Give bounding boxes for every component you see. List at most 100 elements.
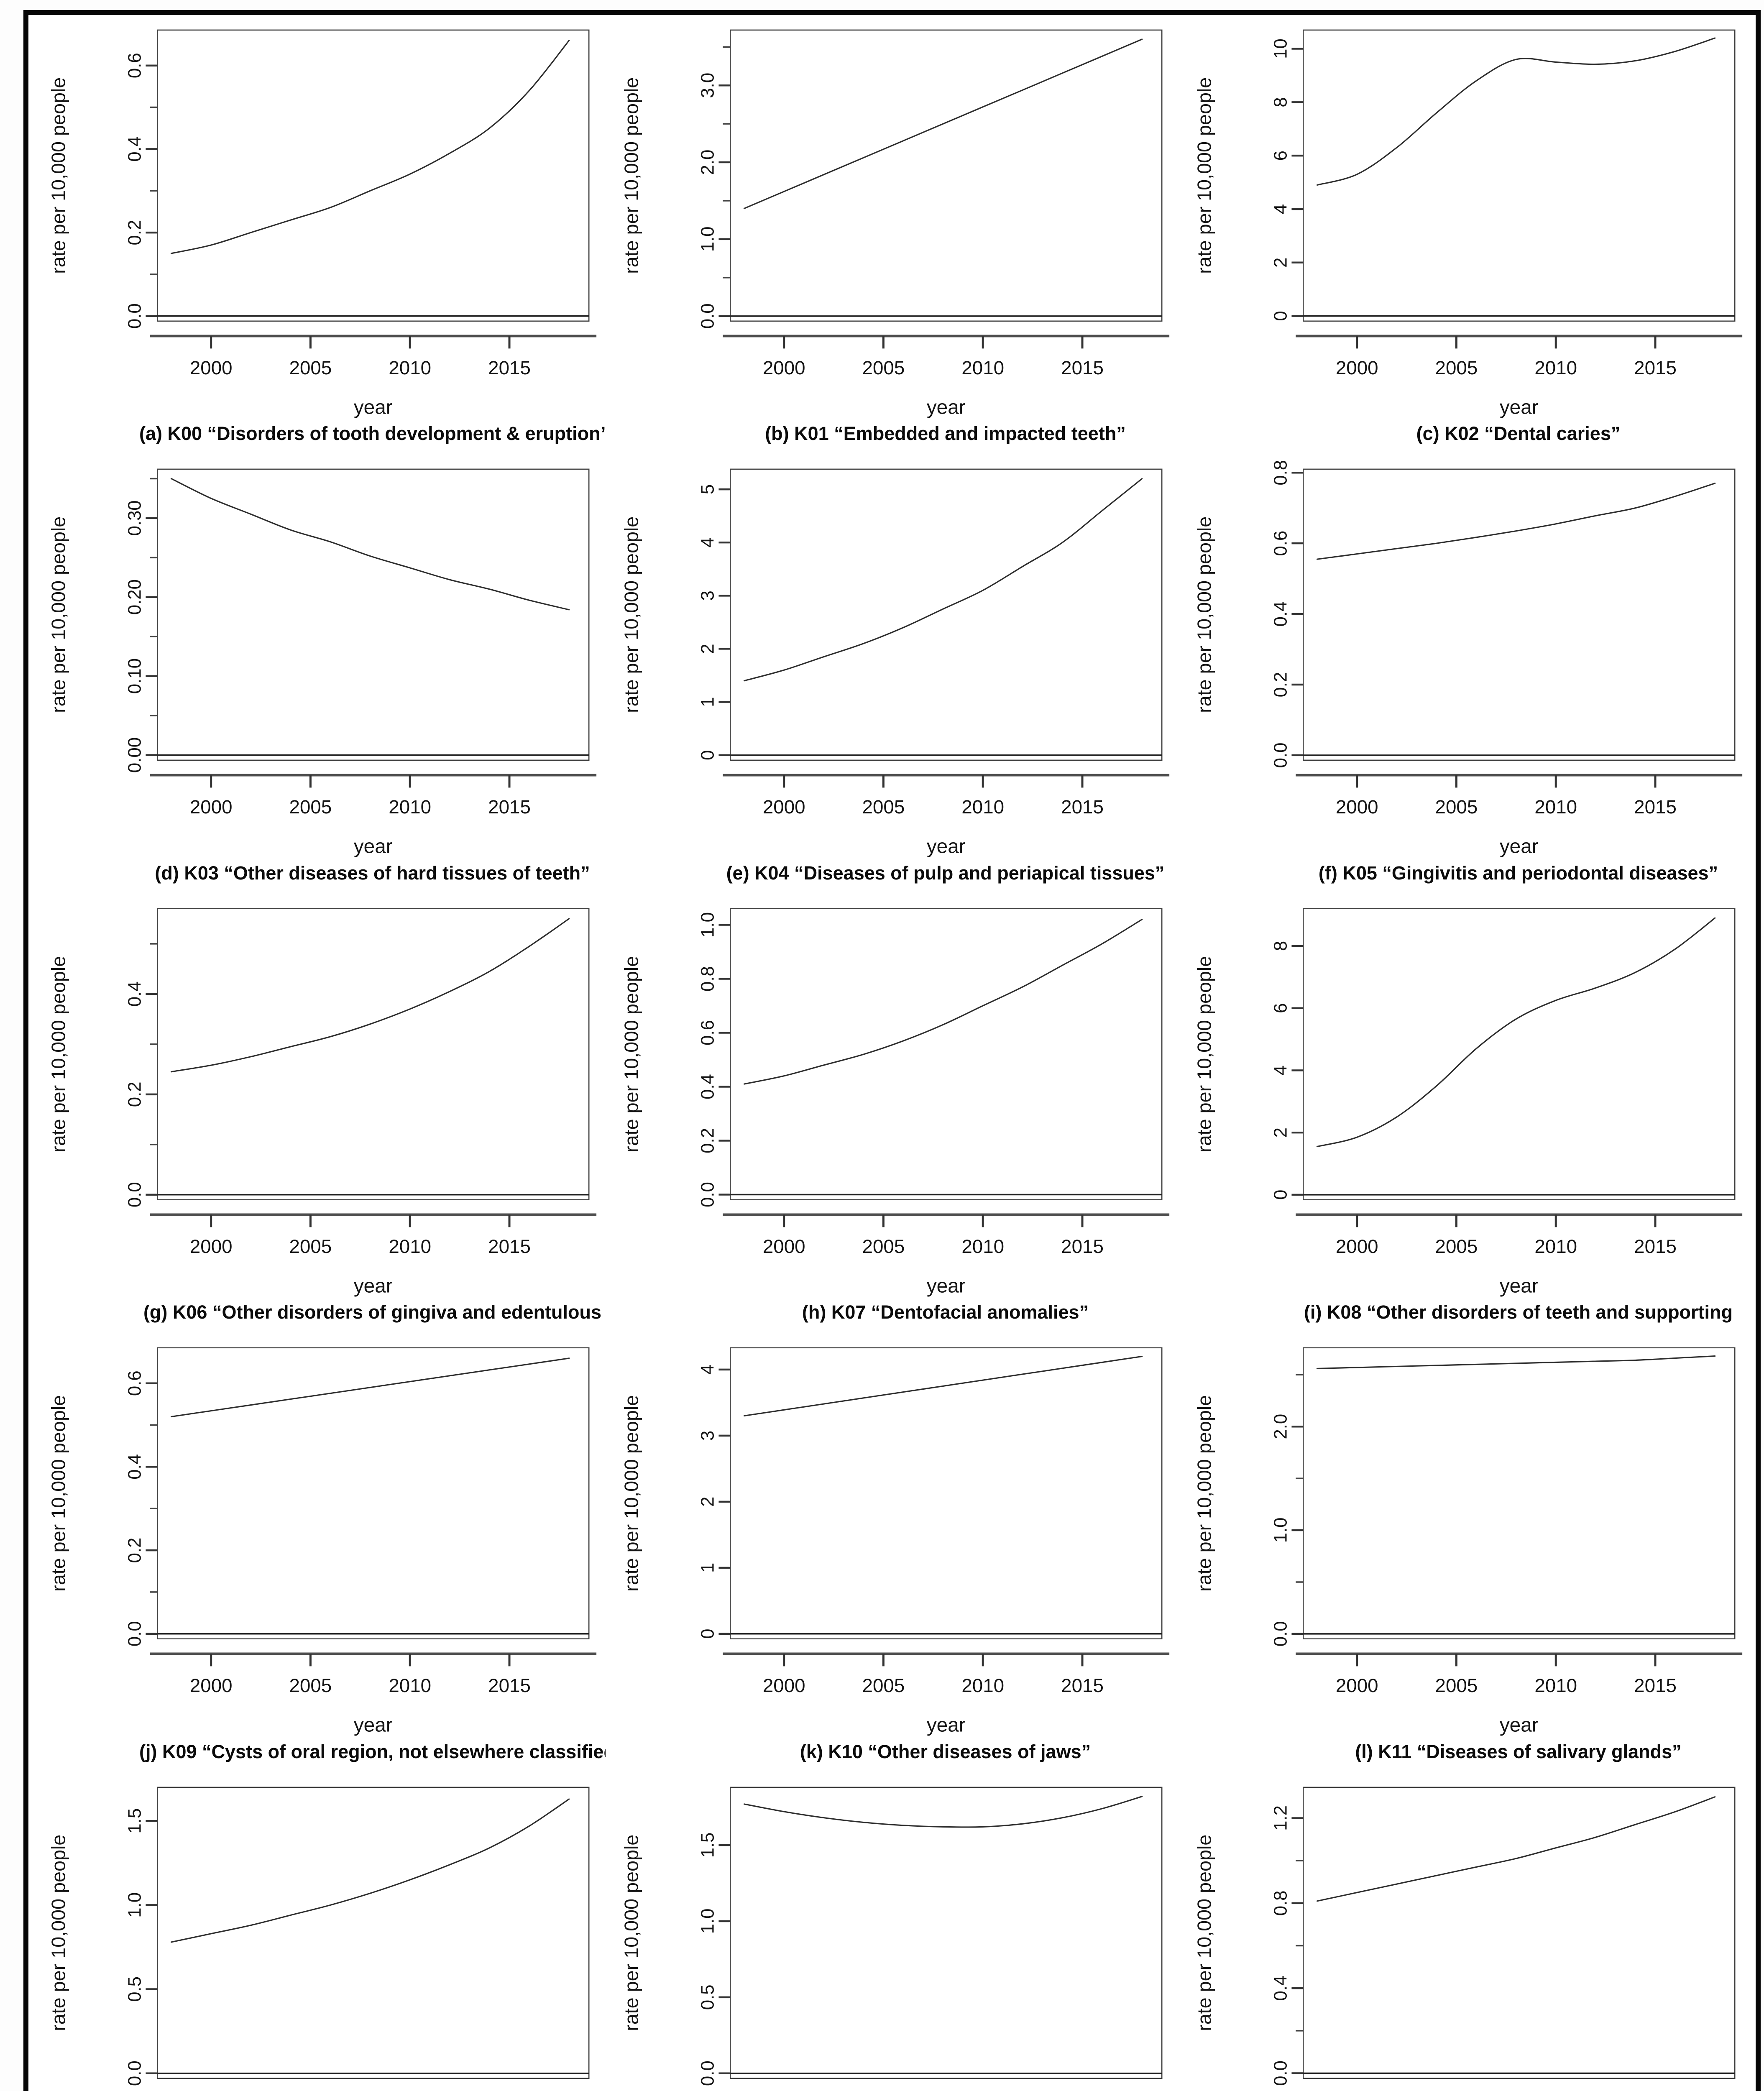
charts-grid: 2000 2005 2010 2015 year 0.0 0.2 0.4 0.6 rate per…	[28, 15, 1756, 2091]
svg-text:2000: 2000	[190, 357, 233, 378]
svg-text:2.0: 2.0	[697, 150, 718, 175]
svg-text:2000: 2000	[763, 796, 805, 818]
svg-text:2005: 2005	[289, 796, 332, 818]
svg-text:2010: 2010	[389, 796, 431, 818]
chart-caption-k08: (i) K08 “Other disorders of teeth and su…	[1304, 1301, 1733, 1323]
chart-caption-k00: (a) K00 “Disorders of tooth development …	[139, 423, 606, 445]
svg-text:0.0: 0.0	[124, 1182, 145, 1207]
chart-cell: 2000 2005 2010 2015 year 0.0 0.2 0.4 0.6 0.8 1.0 ra…	[606, 896, 1179, 1336]
svg-text:2010: 2010	[961, 1236, 1004, 1257]
svg-text:4: 4	[697, 1365, 718, 1375]
svg-text:year: year	[354, 1714, 393, 1736]
svg-text:year: year	[1500, 1714, 1539, 1736]
svg-text:2005: 2005	[862, 357, 905, 378]
svg-text:0.2: 0.2	[697, 1128, 718, 1153]
chart-caption-k04: (e) K04 “Diseases of pulp and periapical…	[726, 862, 1165, 884]
svg-text:10: 10	[1270, 38, 1291, 59]
svg-text:year: year	[1500, 396, 1539, 418]
svg-text:1.0: 1.0	[124, 1892, 145, 1918]
svg-text:2: 2	[1270, 258, 1291, 268]
svg-text:2015: 2015	[1061, 1675, 1104, 1696]
svg-text:rate per 10,000 people: rate per 10,000 people	[48, 77, 69, 274]
svg-text:2010: 2010	[961, 357, 1004, 378]
svg-text:1.0: 1.0	[697, 912, 718, 938]
svg-text:1.0: 1.0	[1270, 1518, 1291, 1543]
svg-text:2000: 2000	[190, 1675, 233, 1696]
svg-text:2015: 2015	[488, 357, 531, 378]
chart-caption-k10: (k) K10 “Other diseases of jaws”	[800, 1741, 1091, 1762]
svg-text:2: 2	[1270, 1127, 1291, 1138]
svg-text:2010: 2010	[389, 1675, 431, 1696]
svg-text:2005: 2005	[1435, 796, 1478, 818]
svg-text:2010: 2010	[1534, 796, 1577, 818]
chart-cell: 2000 2005 2010 2015 year 0.0 1.0 2.0 rate per 10…	[1179, 1335, 1751, 1775]
svg-text:2015: 2015	[1634, 1675, 1677, 1696]
svg-text:0.0: 0.0	[124, 1621, 145, 1647]
svg-text:year: year	[354, 836, 393, 858]
svg-text:0.4: 0.4	[124, 981, 145, 1007]
svg-text:year: year	[927, 396, 966, 418]
svg-text:0.2: 0.2	[124, 1081, 145, 1107]
chart-cell: 2000 2005 2010 2015 year 0.00 0.10 0.20 0.30 rate…	[33, 457, 606, 896]
svg-text:0.6: 0.6	[697, 1020, 718, 1046]
figure-border: 2000 2005 2010 2015 year 0.0 0.2 0.4 0.6 rate per…	[23, 10, 1761, 2091]
line-plot-k07: 2000 2005 2010 2015 year 0.0 0.2 0.4 0.6 0.8 1.0 ra…	[621, 908, 1170, 1297]
svg-text:0.30: 0.30	[124, 501, 145, 536]
svg-text:1: 1	[697, 1563, 718, 1573]
svg-text:8: 8	[1270, 941, 1291, 951]
svg-text:1.0: 1.0	[697, 227, 718, 252]
svg-text:1.5: 1.5	[124, 1808, 145, 1833]
svg-text:rate per 10,000 people: rate per 10,000 people	[621, 516, 642, 713]
svg-text:2005: 2005	[289, 1236, 332, 1257]
line-plot-k01: 2000 2005 2010 2015 year 0.0 1.0 2.0 3.0 rate per…	[621, 29, 1170, 418]
svg-text:rate per 10,000 people: rate per 10,000 people	[621, 956, 642, 1153]
line-plot-k04: 2000 2005 2010 2015 year 0 1 2 3 4 5 rate per 10,00…	[621, 468, 1170, 858]
chart-caption-k05: (f) K05 “Gingivitis and periodontal dise…	[1318, 862, 1718, 884]
svg-text:0.8: 0.8	[1270, 460, 1291, 486]
chart-caption-k09: (j) K09 “Cysts of oral region, not elsew…	[139, 1741, 606, 1762]
svg-text:rate per 10,000 people: rate per 10,000 people	[48, 1834, 69, 2031]
svg-text:2000: 2000	[1336, 357, 1378, 378]
svg-text:2010: 2010	[1534, 1675, 1577, 1696]
svg-text:1.5: 1.5	[697, 1832, 718, 1858]
svg-text:0.8: 0.8	[1270, 1890, 1291, 1916]
svg-text:3.0: 3.0	[697, 73, 718, 98]
svg-text:2010: 2010	[1534, 1236, 1577, 1257]
svg-text:0.0: 0.0	[697, 1182, 718, 1207]
svg-text:2010: 2010	[389, 357, 431, 378]
svg-text:0.6: 0.6	[124, 53, 145, 78]
svg-text:2000: 2000	[763, 357, 805, 378]
svg-text:0.4: 0.4	[1270, 601, 1291, 627]
svg-text:0.2: 0.2	[1270, 672, 1291, 698]
svg-text:4: 4	[1270, 204, 1291, 214]
svg-text:2.0: 2.0	[1270, 1414, 1291, 1439]
svg-text:3: 3	[697, 1431, 718, 1441]
line-plot-k09: 2000 2005 2010 2015 year 0.0 0.2 0.4 0.6 rate per…	[48, 1347, 597, 1736]
svg-text:year: year	[927, 1714, 966, 1736]
svg-text:rate per 10,000 people: rate per 10,000 people	[48, 516, 69, 713]
svg-text:0.0: 0.0	[1270, 2060, 1291, 2086]
svg-text:2005: 2005	[1435, 1675, 1478, 1696]
svg-text:0: 0	[697, 750, 718, 760]
chart-cell: 2000 2005 2010 2015 year 0 1 2 3 4 rate per 10,000…	[606, 1335, 1179, 1775]
svg-text:year: year	[927, 1275, 966, 1297]
svg-text:year: year	[354, 396, 393, 418]
svg-text:2005: 2005	[289, 357, 332, 378]
line-plot-k03: 2000 2005 2010 2015 year 0.00 0.10 0.20 0.30 rate…	[48, 468, 597, 858]
svg-text:year: year	[927, 836, 966, 858]
svg-text:2000: 2000	[1336, 796, 1378, 818]
svg-text:2015: 2015	[1634, 796, 1677, 818]
svg-text:5: 5	[697, 484, 718, 494]
chart-cell: 2000 2005 2010 2015 year 0.0 0.2 0.4 0.6 rate per…	[33, 18, 606, 457]
svg-text:4: 4	[697, 537, 718, 547]
svg-text:2010: 2010	[1534, 357, 1577, 378]
svg-text:2015: 2015	[1061, 357, 1104, 378]
svg-text:0.4: 0.4	[697, 1074, 718, 1099]
svg-text:0.4: 0.4	[124, 136, 145, 162]
svg-text:2: 2	[697, 644, 718, 654]
